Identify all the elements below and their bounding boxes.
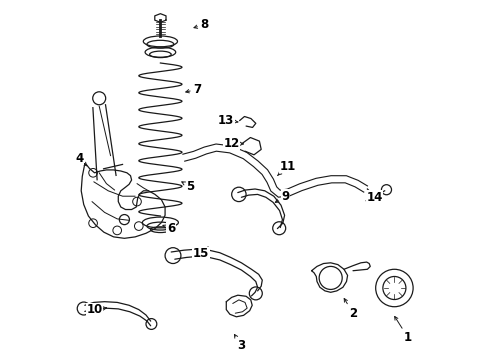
Text: 4: 4 <box>75 152 87 166</box>
Text: 3: 3 <box>234 334 245 352</box>
Text: 2: 2 <box>344 298 357 320</box>
Text: 12: 12 <box>223 137 244 150</box>
Text: 15: 15 <box>193 247 209 260</box>
Text: 10: 10 <box>86 303 106 316</box>
Text: 7: 7 <box>186 83 201 96</box>
Text: 6: 6 <box>163 222 175 235</box>
Text: 9: 9 <box>275 190 290 203</box>
Text: 5: 5 <box>182 180 195 193</box>
Text: 8: 8 <box>194 18 209 31</box>
Text: 14: 14 <box>366 191 383 204</box>
Text: 11: 11 <box>278 160 295 175</box>
Text: 1: 1 <box>394 316 412 344</box>
Text: 13: 13 <box>218 114 238 127</box>
